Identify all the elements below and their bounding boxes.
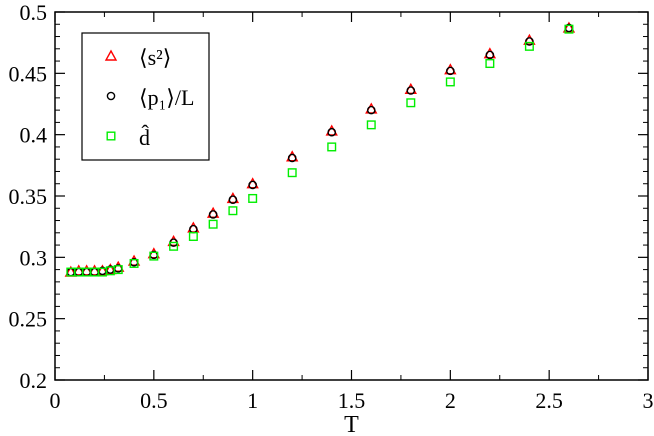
x-tick-label: 2.5 xyxy=(535,388,563,413)
legend-items: ⟨s²⟩ ⟨p₁⟩/L d̂ xyxy=(104,45,194,150)
circle-data-point xyxy=(446,66,455,76)
triangle-data-point xyxy=(523,33,536,45)
triangle-data-point xyxy=(365,102,378,114)
triangle-data-point xyxy=(483,47,497,59)
triangle-data-point xyxy=(147,247,161,259)
triangle-data-point xyxy=(88,264,101,276)
x-tick-label: 3 xyxy=(643,388,654,413)
square-data-point xyxy=(366,120,376,130)
triangle-data-point xyxy=(206,206,220,218)
circle-data-point xyxy=(248,180,257,190)
circle-data-point xyxy=(208,210,218,219)
triangle-data-point xyxy=(167,234,180,247)
triangle-data-point xyxy=(286,150,299,162)
square-data-point xyxy=(248,193,258,203)
axis-ticks xyxy=(54,11,649,381)
triangle-data-point xyxy=(127,254,141,266)
triangle-data-point xyxy=(112,260,125,272)
y-tick-label: 0.3 xyxy=(20,245,48,270)
legend-square-symbol xyxy=(106,131,116,141)
y-tick-label: 0.2 xyxy=(20,368,48,393)
triangle-data-point xyxy=(80,264,93,276)
square-data-point xyxy=(445,77,455,87)
square-data-point xyxy=(485,59,495,69)
square-data-point xyxy=(564,24,574,34)
triangle-data-point xyxy=(72,264,85,276)
y-tick-label: 0.45 xyxy=(9,61,48,86)
y-tick-label: 0.5 xyxy=(20,0,48,25)
circle-data-point xyxy=(366,105,376,115)
triangle-data-point xyxy=(187,221,200,233)
triangle-data-point xyxy=(404,82,417,94)
legend-box xyxy=(81,32,210,161)
square-data-point xyxy=(113,265,123,275)
y-tick-label: 0.25 xyxy=(9,307,48,332)
tick-labels: 0 0.5 1 1.5 2 2.5 3 0.2 0.25 0.3 0.35 0.4 0.45 0.5 xyxy=(9,0,654,413)
y-tick-label: 0.35 xyxy=(9,184,48,209)
triangle-data-point xyxy=(226,192,240,204)
square-data-point xyxy=(524,41,534,51)
x-tick-label: 0 xyxy=(50,388,61,413)
legend-label: d̂ xyxy=(139,125,150,150)
x-axis-title: T xyxy=(344,412,359,436)
x-tick-label: 1.5 xyxy=(338,388,366,413)
circle-data-point xyxy=(287,153,297,163)
legend: ⟨s²⟩ ⟨p₁⟩/L d̂ xyxy=(81,32,210,161)
x-tick-label: 2 xyxy=(445,388,456,413)
triangle-data-point xyxy=(325,124,338,136)
circle-data-point xyxy=(406,86,416,95)
square-data-point xyxy=(287,168,297,178)
data-points xyxy=(64,21,576,277)
legend-triangle-symbol xyxy=(104,49,118,61)
square-data-point xyxy=(188,231,198,241)
x-tick-label: 1 xyxy=(247,388,258,413)
series-square xyxy=(66,24,574,277)
circle-data-point xyxy=(485,50,495,60)
square-data-point xyxy=(129,258,139,268)
legend-label: ⟨p₁⟩/L xyxy=(139,85,194,110)
triangle-data-point xyxy=(444,63,457,75)
x-tick-label: 0.5 xyxy=(140,388,168,413)
legend-circle-symbol xyxy=(106,91,116,101)
square-data-point xyxy=(327,142,337,152)
plot-area-frame xyxy=(54,11,649,381)
square-data-point xyxy=(169,241,179,251)
square-data-point xyxy=(406,98,416,108)
square-data-point xyxy=(228,206,238,216)
circle-data-point xyxy=(228,195,238,204)
square-data-point xyxy=(208,219,218,229)
square-data-point xyxy=(149,251,159,261)
circle-data-point xyxy=(327,127,337,137)
triangle-data-point xyxy=(246,177,259,189)
y-tick-label: 0.4 xyxy=(20,123,48,148)
circle-data-point xyxy=(525,37,534,46)
legend-label: ⟨s²⟩ xyxy=(139,45,171,70)
